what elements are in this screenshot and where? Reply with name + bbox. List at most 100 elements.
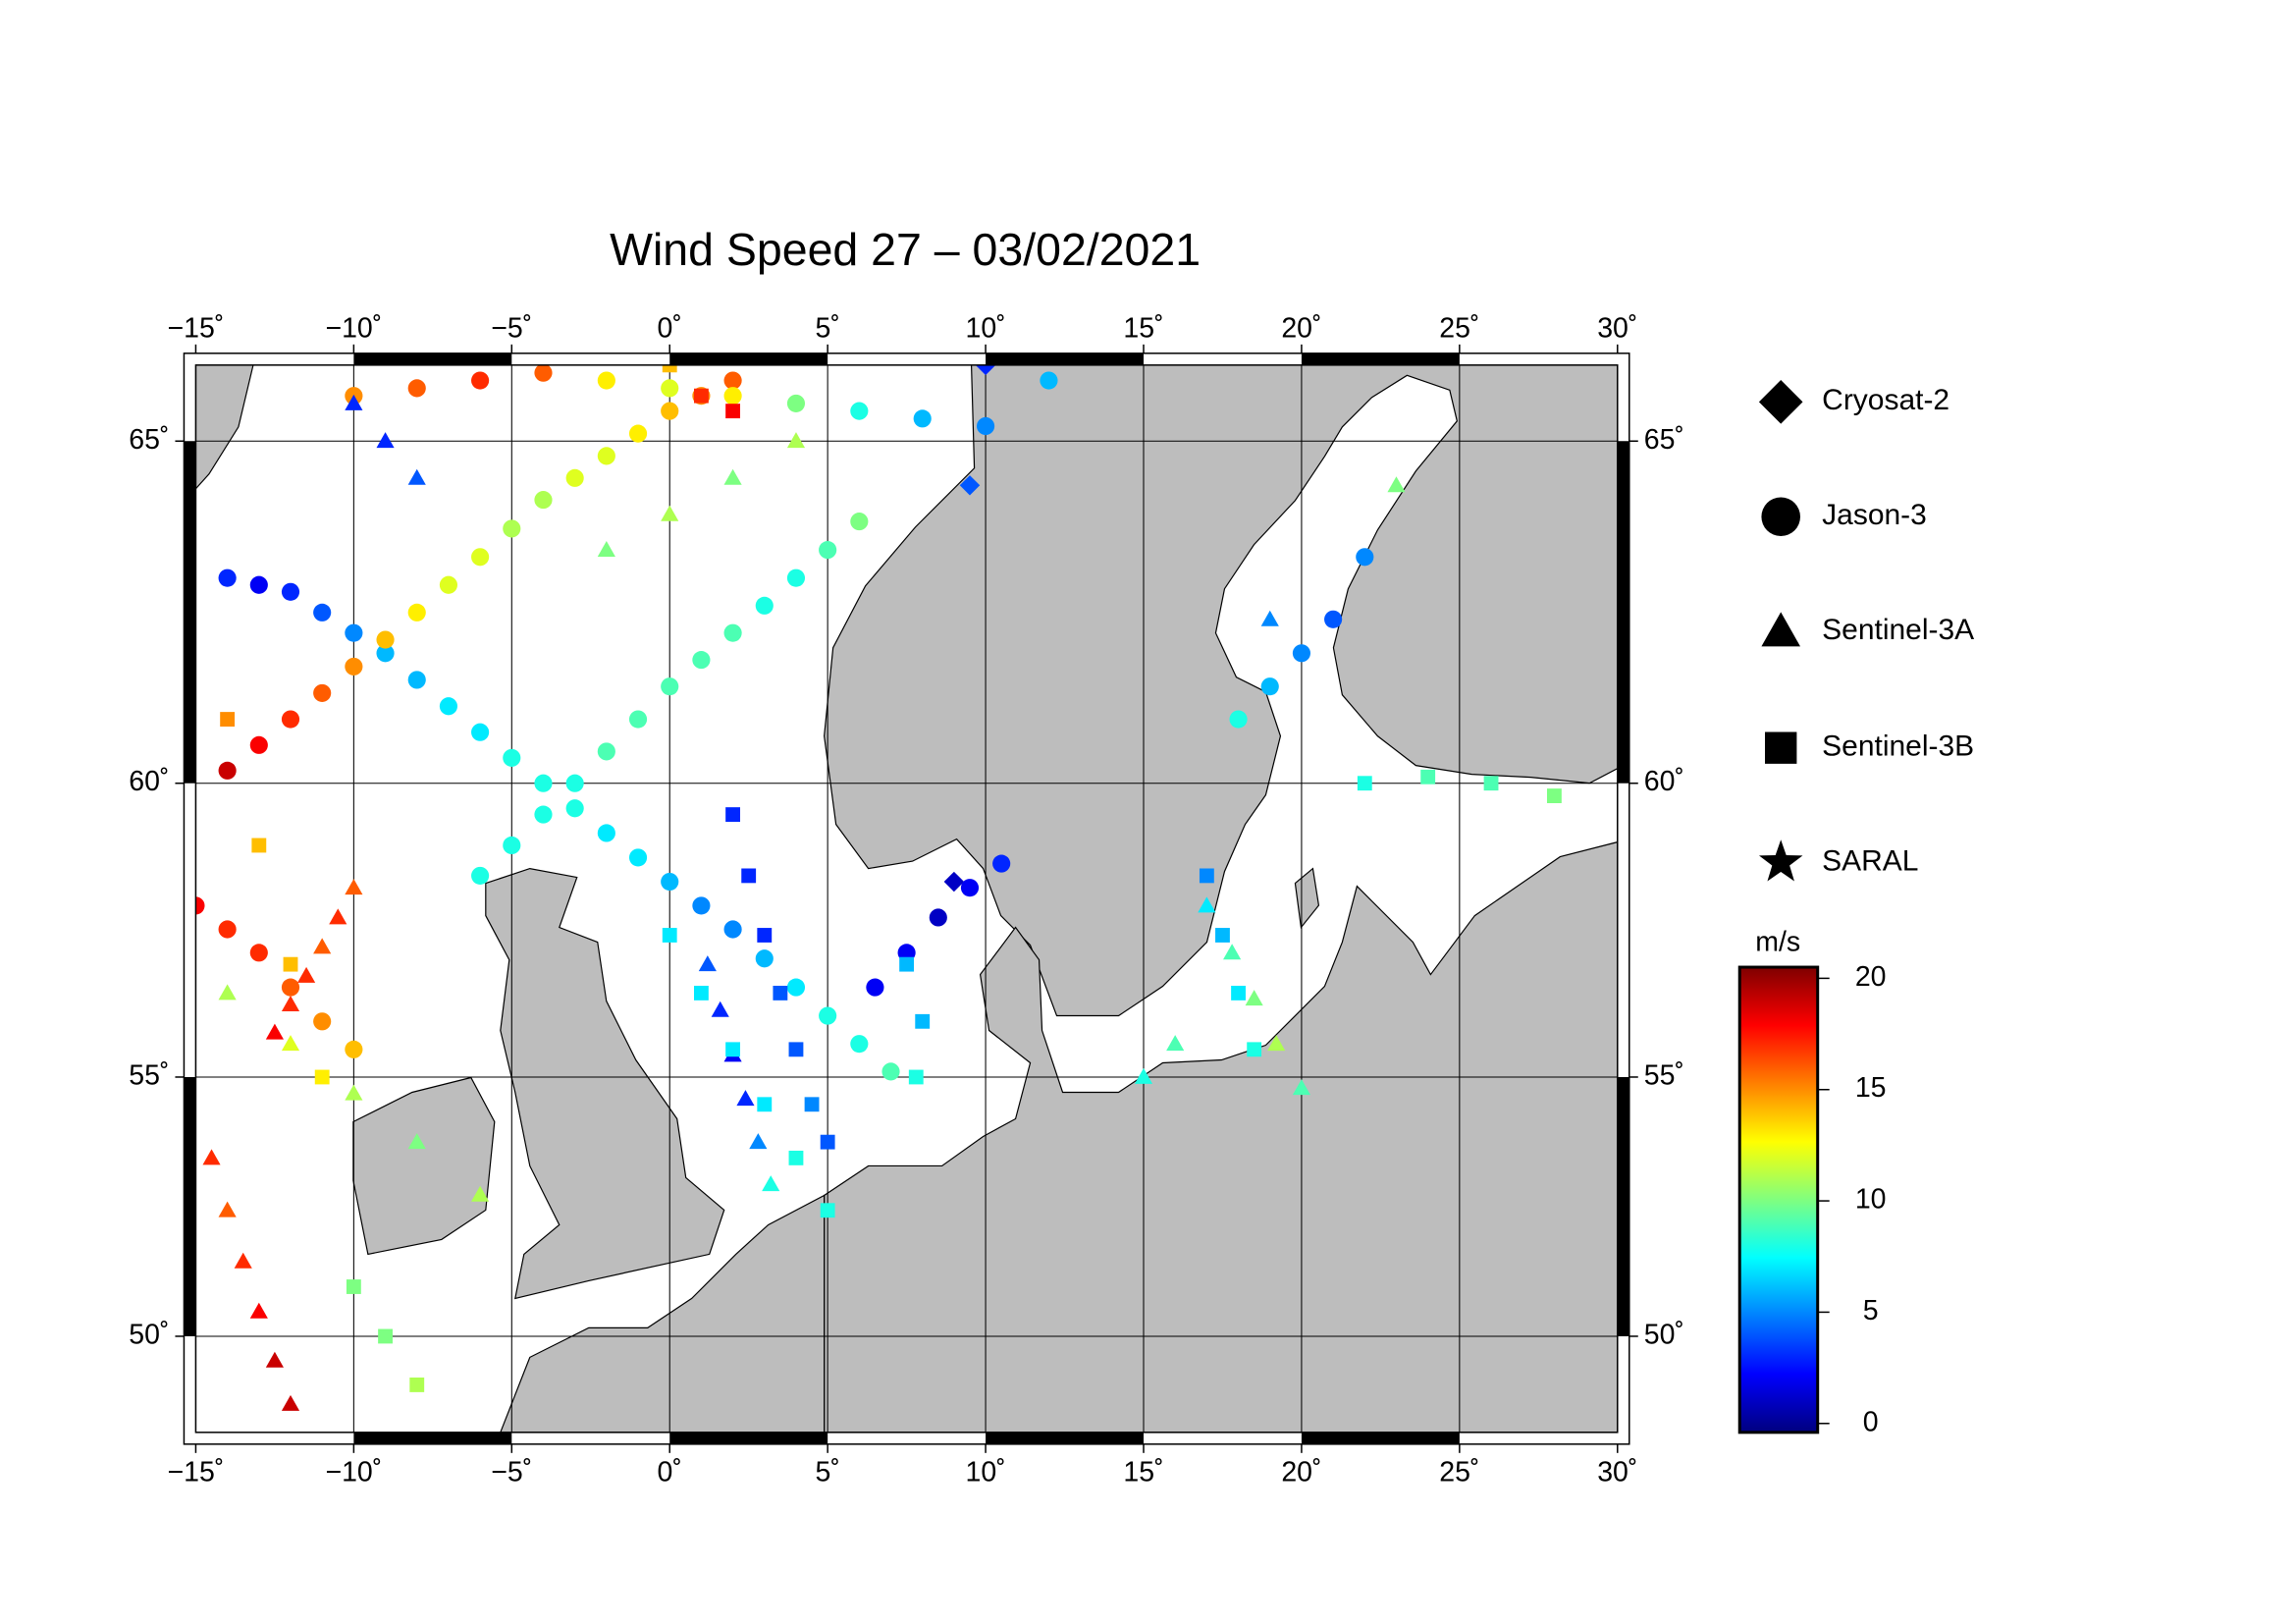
legend-label: Cryosat-2 [1822, 384, 1949, 416]
x-tick-label: 10˚ [965, 1456, 1005, 1488]
x-tick-label: −5˚ [491, 312, 532, 344]
track-point [786, 432, 806, 449]
legend-symbol [1765, 731, 1797, 764]
y-tick-label: 50˚ [129, 1319, 169, 1350]
track-point [218, 984, 237, 1001]
legend-label: Sentinel-3B [1822, 730, 1974, 763]
colorbar-tick-label: 0 [1863, 1406, 1879, 1437]
land-layer [195, 364, 1618, 1433]
x-tick-label: 20˚ [1281, 1456, 1321, 1488]
frame-segment [1617, 1076, 1629, 1336]
x-tick-label: 15˚ [1123, 312, 1163, 344]
track-point [725, 1042, 741, 1057]
track-point [251, 838, 267, 853]
track-point [1260, 677, 1279, 696]
track-point [1245, 990, 1263, 1006]
track-point [265, 1351, 284, 1368]
track-point [345, 1084, 363, 1101]
track-point [503, 836, 521, 855]
track-point [313, 938, 332, 954]
track-point [749, 1133, 768, 1150]
track-point [628, 848, 648, 867]
track-point [960, 879, 980, 897]
track-point [407, 671, 426, 689]
legend-label: Sentinel-3A [1822, 614, 1974, 646]
track-point [788, 1042, 804, 1057]
track-point [786, 394, 806, 412]
track-point [534, 364, 553, 382]
track-point [281, 1035, 300, 1052]
track-point [804, 1097, 820, 1112]
frame-segment [669, 352, 828, 365]
track-point [407, 379, 426, 398]
track-point [1199, 868, 1214, 884]
colorbar-tick-label: 20 [1855, 961, 1887, 993]
track-point [977, 416, 995, 436]
track-point [503, 748, 521, 767]
track-point [1483, 776, 1499, 791]
track-point [471, 723, 490, 741]
track-point [281, 582, 300, 601]
track-point [786, 568, 806, 587]
track-point [755, 596, 774, 615]
track-point [597, 447, 615, 465]
track-point [407, 603, 426, 622]
marker-layer [195, 364, 1562, 1411]
track-point [439, 575, 457, 594]
track-point [345, 623, 363, 642]
frame-segment [184, 441, 196, 784]
track-point [1134, 1067, 1153, 1084]
track-point [218, 568, 237, 587]
track-point [915, 1013, 931, 1029]
x-tick-label: 20˚ [1281, 312, 1321, 344]
x-tick-label: 10˚ [965, 312, 1005, 344]
x-tick-label: 0˚ [658, 312, 682, 344]
frame-segment [1617, 441, 1629, 784]
track-point [725, 404, 741, 419]
track-point [534, 805, 553, 824]
x-tick-label: 25˚ [1439, 312, 1479, 344]
track-point [407, 1133, 426, 1150]
track-point [202, 1149, 221, 1165]
frame-inner [194, 364, 1619, 1434]
track-point [975, 364, 996, 376]
track-point [329, 908, 347, 925]
track-point [345, 879, 363, 895]
track-point [249, 944, 268, 962]
frame-segment [986, 1432, 1145, 1444]
legend-symbol [1761, 497, 1800, 537]
x-tick-label: 5˚ [815, 1456, 839, 1488]
track-point [1229, 710, 1248, 729]
track-point [788, 1150, 804, 1165]
track-point [409, 1377, 425, 1392]
track-point [1356, 548, 1374, 567]
legend-symbol [1758, 839, 1803, 882]
x-tick-label: 30˚ [1597, 1456, 1637, 1488]
track-point [693, 985, 709, 1001]
colorbar-tick-label: 15 [1855, 1072, 1887, 1104]
y-tick-label: 65˚ [1644, 424, 1684, 456]
track-point [1546, 788, 1562, 803]
x-tick-label: −15˚ [168, 312, 225, 344]
track-point [908, 1069, 924, 1085]
track-point [661, 379, 679, 398]
track-point [723, 371, 742, 390]
track-point [281, 1394, 300, 1411]
track-point [313, 683, 332, 702]
track-point [234, 1252, 252, 1269]
frame-segment [986, 352, 1145, 365]
track-point [661, 505, 679, 521]
legend-label: SARAL [1822, 845, 1918, 878]
track-point [736, 1090, 755, 1107]
france [500, 1194, 826, 1433]
track-point [1357, 776, 1372, 791]
x-tick-label: 0˚ [658, 1456, 682, 1488]
track-point [314, 1069, 330, 1085]
track-point [265, 1023, 284, 1040]
y-tick-label: 55˚ [1644, 1059, 1684, 1091]
track-point [346, 1279, 361, 1294]
track-point [866, 978, 884, 997]
track-point [929, 908, 947, 927]
frame-segment [353, 1432, 512, 1444]
